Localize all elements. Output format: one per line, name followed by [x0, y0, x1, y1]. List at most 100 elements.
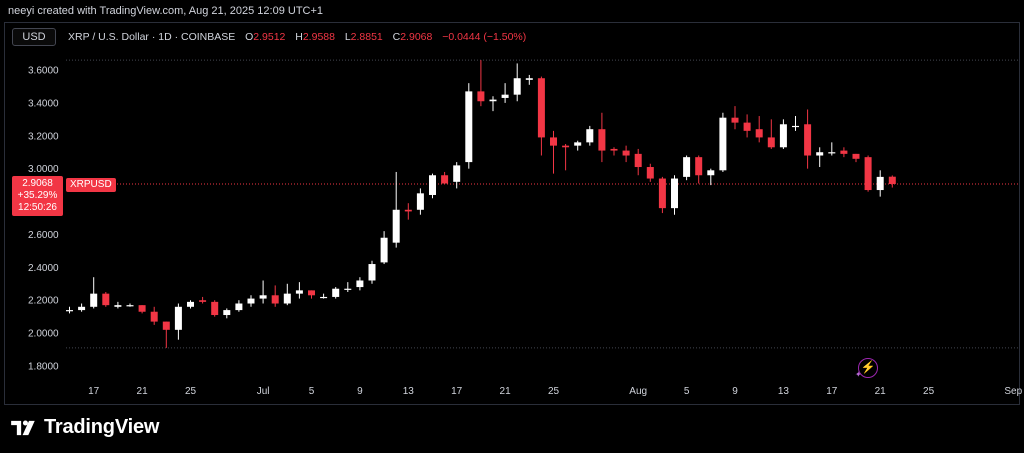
- candle-body: [658, 178, 666, 209]
- candle-jul-31: [622, 145, 630, 163]
- candle-body: [586, 129, 594, 143]
- candle-jul-19: [477, 60, 485, 107]
- candle-aug-18: [840, 147, 848, 158]
- candle-jun-20: [126, 303, 134, 307]
- candle-jul-28: [586, 125, 594, 146]
- candle-body: [66, 310, 73, 312]
- candle-jul-7: [332, 287, 340, 299]
- legend-high: 2.9588: [302, 31, 335, 43]
- candle-jul-27: [574, 140, 582, 151]
- candle-body: [767, 137, 775, 148]
- currency-button[interactable]: USD: [12, 28, 56, 46]
- y-tick-label: 3.0000: [28, 164, 59, 175]
- last-price-tag: 2.9068 +35.29% 12:50:26: [12, 176, 63, 216]
- candle-jul-6: [320, 293, 328, 299]
- x-tick-label: 17: [826, 386, 838, 397]
- candle-body: [755, 129, 763, 138]
- candle-jun-28: [223, 308, 231, 319]
- candle-body: [501, 94, 509, 98]
- candle-aug-10: [743, 114, 751, 138]
- candle-jul-5: [308, 290, 315, 299]
- candle-jul-26: [562, 144, 570, 171]
- candle-body: [392, 209, 400, 243]
- y-tick-label: 2.6000: [28, 230, 59, 241]
- legend-low-label: L: [344, 31, 351, 43]
- candle-aug-12: [767, 119, 775, 149]
- candle-jul-11: [380, 231, 388, 265]
- x-tick-label: 25: [923, 386, 935, 397]
- candle-body: [368, 264, 376, 281]
- x-tick-label: 21: [137, 386, 149, 397]
- y-tick-label: 1.8000: [28, 362, 59, 373]
- candle-aug-8: [719, 112, 727, 172]
- candle-body: [792, 125, 799, 128]
- candle-body: [828, 152, 836, 154]
- x-tick-label: 13: [778, 386, 790, 397]
- candle-body: [840, 150, 848, 154]
- candle-body: [344, 288, 352, 290]
- candle-body: [78, 306, 86, 311]
- candle-body: [477, 91, 485, 102]
- candle-body: [695, 157, 703, 176]
- candle-body: [235, 303, 243, 311]
- candle-jul-29: [598, 112, 606, 163]
- candle-jun-24: [174, 303, 182, 340]
- sparkle-icon: ✦: [855, 370, 862, 379]
- candle-body: [537, 78, 545, 138]
- candle-jul-14: [416, 188, 424, 215]
- candle-jun-25: [187, 300, 194, 309]
- candle-body: [441, 175, 449, 184]
- candle-jun-15: [66, 306, 73, 314]
- candle-aug-14: [792, 116, 799, 131]
- candle-jun-16: [78, 303, 86, 312]
- candle-aug-20: [864, 155, 872, 192]
- candle-jun-17: [90, 277, 98, 309]
- legend-open: 2.9512: [253, 31, 286, 43]
- symbol-tag: XRPUSD: [66, 178, 116, 192]
- legend-low: 2.8851: [350, 31, 383, 43]
- candle-body: [271, 295, 279, 304]
- chart-frame: [4, 22, 1020, 405]
- candle-jul-16: [441, 171, 449, 184]
- candle-body: [610, 148, 618, 151]
- candle-body: [513, 78, 521, 95]
- x-tick-label: 5: [309, 386, 315, 397]
- candle-jul-1: [259, 280, 267, 304]
- candle-body: [598, 129, 606, 151]
- candle-aug-15: [804, 109, 812, 169]
- candle-aug-3: [658, 176, 666, 214]
- last-price-change: +35.29%: [17, 190, 58, 201]
- candle-body: [283, 293, 291, 304]
- candle-jun-30: [247, 295, 255, 307]
- candle-body: [622, 150, 630, 156]
- candle-jul-13: [404, 203, 412, 220]
- chart-credit: neeyi created with TradingView.com, Aug …: [8, 5, 324, 17]
- x-tick-label: 9: [357, 386, 363, 397]
- y-tick-label: 2.0000: [28, 329, 59, 340]
- candle-body: [731, 117, 739, 123]
- tradingview-logo: TradingView: [10, 416, 159, 439]
- candle-aug-6: [695, 155, 703, 184]
- candle-body: [150, 311, 158, 322]
- candle-body: [489, 99, 497, 102]
- candle-body: [743, 122, 751, 131]
- candle-aug-5: [683, 155, 691, 181]
- candle-body: [707, 170, 715, 176]
- candle-body: [779, 124, 787, 148]
- y-tick-label: 3.2000: [28, 131, 59, 142]
- candle-aug-1: [634, 148, 642, 176]
- candle-jul-22: [513, 63, 521, 102]
- candle-body: [174, 306, 182, 330]
- candle-aug-4: [671, 175, 678, 215]
- candle-body: [550, 137, 557, 146]
- candle-body: [332, 288, 340, 297]
- candle-body: [574, 142, 582, 146]
- candle-jul-30: [610, 147, 618, 156]
- candle-body: [683, 157, 691, 177]
- lightning-icon[interactable]: ⚡: [858, 358, 878, 378]
- candle-body: [223, 310, 231, 316]
- candle-aug-16: [816, 147, 824, 168]
- candle-jul-24: [537, 76, 545, 156]
- candle-jun-22: [150, 306, 158, 325]
